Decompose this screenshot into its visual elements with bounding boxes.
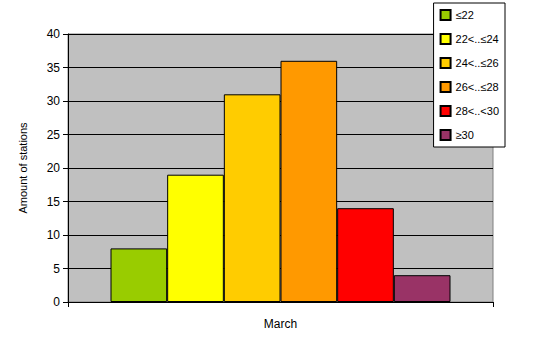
svg-text:22<..≤24: 22<..≤24 <box>456 33 499 45</box>
svg-text:Amount of stations: Amount of stations <box>17 122 29 214</box>
svg-text:≥30: ≥30 <box>456 129 474 141</box>
svg-text:5: 5 <box>53 262 60 276</box>
svg-text:0: 0 <box>53 295 60 309</box>
svg-text:≤22: ≤22 <box>456 9 474 21</box>
svg-text:28<..<30: 28<..<30 <box>456 105 499 117</box>
svg-text:35: 35 <box>47 61 61 75</box>
svg-text:25: 25 <box>47 128 61 142</box>
svg-text:10: 10 <box>47 228 61 242</box>
svg-text:March: March <box>264 317 297 331</box>
svg-text:20: 20 <box>47 161 61 175</box>
svg-text:24<..≤26: 24<..≤26 <box>456 57 499 69</box>
svg-text:26<..≤28: 26<..≤28 <box>456 81 499 93</box>
svg-text:40: 40 <box>47 27 61 41</box>
svg-text:15: 15 <box>47 195 61 209</box>
svg-text:30: 30 <box>47 94 61 108</box>
